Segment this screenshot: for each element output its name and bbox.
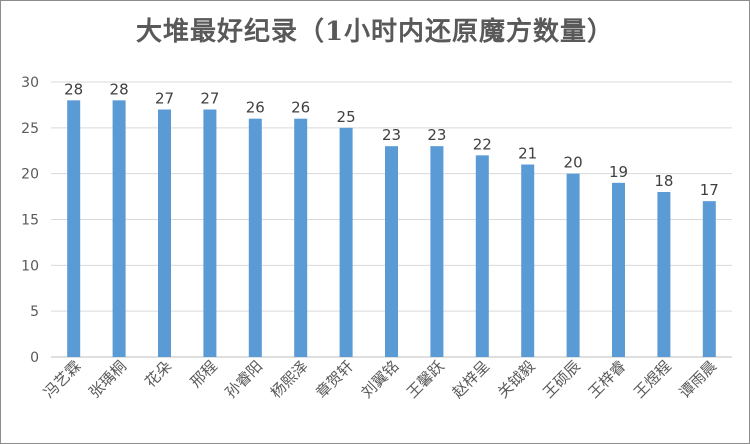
data-label: 18 xyxy=(654,172,673,190)
y-axis: 0 5 10 15 20 25 30 xyxy=(21,75,39,366)
x-tick-label: 刘翼铭 xyxy=(358,357,403,402)
data-label: 26 xyxy=(246,99,265,117)
y-tick-label: 0 xyxy=(30,350,39,366)
bar xyxy=(612,182,625,357)
x-tick-label: 谭雨晨 xyxy=(676,357,721,402)
x-tick-label: 孙睿阳 xyxy=(222,357,267,402)
bar xyxy=(294,118,308,358)
data-label: 20 xyxy=(564,154,583,172)
x-tick-label: 冯艺霖 xyxy=(40,357,85,402)
x-tick-label: 关钺毅 xyxy=(494,357,539,402)
bar xyxy=(657,192,671,357)
x-tick-label: 张瑀桐 xyxy=(85,357,130,402)
data-label: 27 xyxy=(200,90,219,108)
data-label: 21 xyxy=(518,145,537,163)
data-label: 19 xyxy=(609,163,628,181)
y-tick-label: 30 xyxy=(21,75,39,91)
data-label: 26 xyxy=(291,99,310,117)
bar xyxy=(385,146,398,357)
data-label: 28 xyxy=(110,80,129,98)
x-tick-label: 赵梓呈 xyxy=(449,357,494,402)
bar xyxy=(566,173,580,357)
y-tick-label: 10 xyxy=(21,258,39,274)
data-label: 23 xyxy=(382,126,401,144)
bar xyxy=(475,155,489,357)
chart-title: 大堆最好纪录（1小时内还原魔方数量） xyxy=(135,17,615,47)
x-tick-label: 王梓睿 xyxy=(585,357,630,402)
x-tick-label: 王馨跃 xyxy=(403,357,448,402)
data-label: 25 xyxy=(337,108,356,126)
x-tick-label: 杨熙泽 xyxy=(267,357,312,402)
bar xyxy=(702,201,716,357)
data-label: 17 xyxy=(700,181,719,199)
bar xyxy=(112,100,126,357)
y-tick-label: 15 xyxy=(21,213,39,229)
bar xyxy=(203,109,217,357)
bar xyxy=(158,109,171,357)
bar xyxy=(67,100,81,357)
data-label: 28 xyxy=(64,80,83,98)
data-label: 27 xyxy=(155,90,174,108)
data-label: 23 xyxy=(427,126,446,144)
x-tick-label: 王煜程 xyxy=(630,357,675,402)
bar xyxy=(521,164,535,357)
x-tick-label: 章贺轩 xyxy=(312,357,357,402)
bars xyxy=(67,100,716,358)
y-tick-label: 5 xyxy=(30,304,39,320)
y-tick-label: 25 xyxy=(21,121,39,137)
data-label: 22 xyxy=(473,135,492,153)
bar xyxy=(430,146,444,357)
data-labels: 28 28 27 27 26 26 25 23 23 22 21 20 19 18 17 xyxy=(64,80,719,199)
bar xyxy=(339,127,353,357)
x-tick-label: 王硕辰 xyxy=(539,357,584,402)
x-axis: 冯艺霖 张瑀桐 花朵 邢程 孙睿阳 杨熙泽 章贺轩 刘翼铭 王馨跃 赵梓呈 关钺毅 王硕辰 王梓睿 王煜程… xyxy=(40,357,720,402)
bar xyxy=(248,118,262,358)
y-tick-label: 20 xyxy=(21,167,39,183)
x-tick-label: 花朵 xyxy=(141,357,175,391)
x-tick-label: 邢程 xyxy=(187,357,221,391)
